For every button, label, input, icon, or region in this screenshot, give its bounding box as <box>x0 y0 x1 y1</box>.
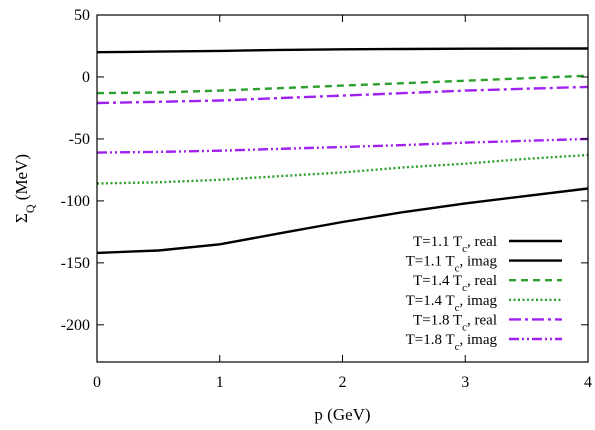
y-tick-label: 0 <box>82 69 90 86</box>
series-line-6 <box>96 137 589 154</box>
series-line-5 <box>96 85 589 105</box>
x-tick-label: 0 <box>93 374 101 391</box>
series-line-3 <box>96 74 589 95</box>
series-line-4 <box>96 153 589 185</box>
x-tick-label: 1 <box>216 374 224 391</box>
legend-label-2: T=1.1 Tc, imag <box>406 254 498 275</box>
series-line-1 <box>96 47 589 54</box>
x-tick-label: 2 <box>339 374 347 391</box>
plot-frame <box>96 14 589 363</box>
x-tick-label: 4 <box>584 374 592 391</box>
legend-label-6: T=1.8 Tc, imag <box>406 332 498 353</box>
y-tick-label: -50 <box>69 131 90 148</box>
y-tick-label: -150 <box>61 255 90 272</box>
x-tick-label: 3 <box>461 374 469 391</box>
legend-label-1: T=1.1 Tc, real <box>413 234 497 255</box>
legend-label-5: T=1.8 Tc, real <box>413 312 497 333</box>
legend-label-4: T=1.4 Tc, imag <box>406 293 498 314</box>
y-tick-label: -100 <box>61 193 90 210</box>
y-axis-label: ΣQ (MeV) <box>12 154 37 223</box>
x-axis-label: p (GeV) <box>314 405 370 424</box>
series-line-2 <box>96 187 589 255</box>
y-tick-label: -200 <box>61 317 90 334</box>
series-layer <box>96 47 589 255</box>
y-tick-label: 50 <box>74 7 90 24</box>
legend-label-3: T=1.4 Tc, real <box>413 273 497 294</box>
ticks-layer: 0 1 2 3 4 -200 -150 -100 -50 0 50 <box>61 7 592 391</box>
